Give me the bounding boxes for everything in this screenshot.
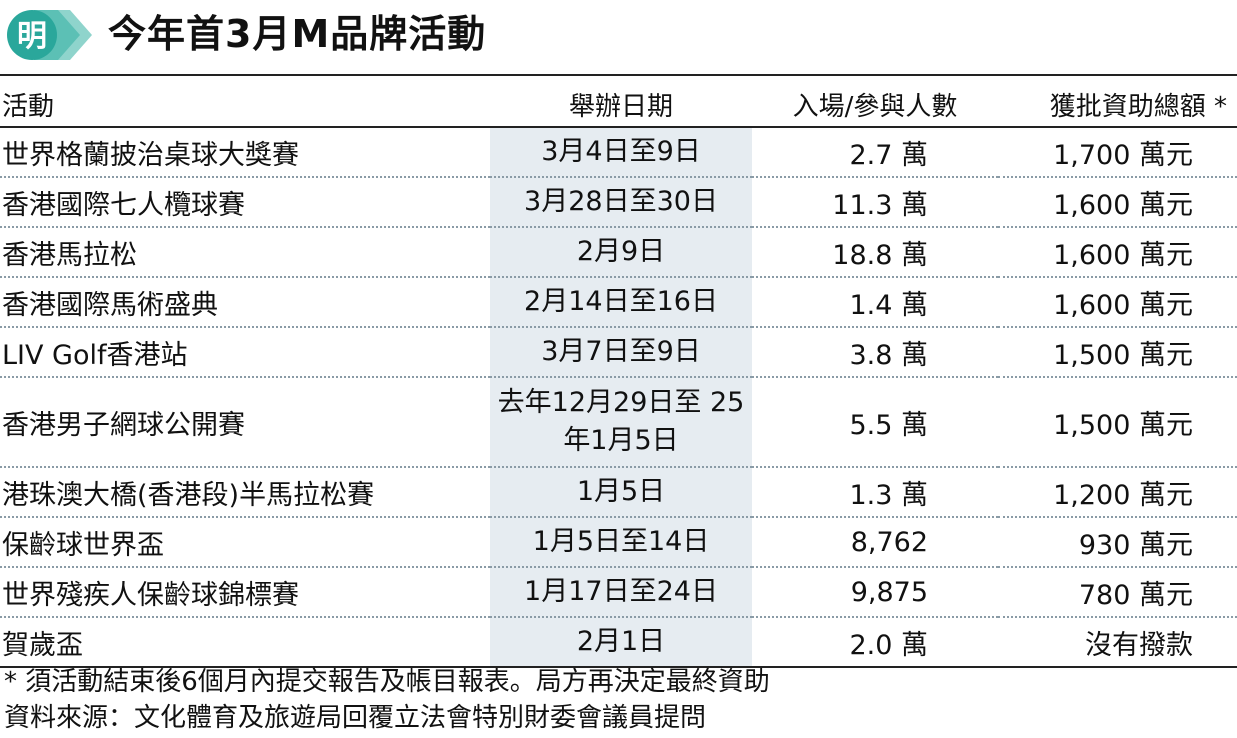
- event-name: 世界格蘭披治桌球大獎賽: [0, 127, 490, 178]
- event-attendance: 18.8 萬: [752, 227, 998, 278]
- event-attendance: 5.5 萬: [752, 377, 998, 468]
- event-date: 2月1日: [490, 617, 752, 668]
- event-name: 香港馬拉松: [0, 227, 490, 278]
- event-attendance: 1.3 萬: [752, 467, 998, 518]
- table-header-row: 活動 舉辦日期 入場/參與人數 獲批資助總額 *: [0, 82, 1237, 127]
- event-attendance: 9,875: [752, 567, 998, 618]
- event-funding: 930 萬元: [998, 517, 1237, 568]
- event-funding: 沒有撥款: [998, 617, 1237, 668]
- column-header-event: 活動: [2, 91, 55, 122]
- svg-text:明: 明: [17, 19, 47, 54]
- event-name: 世界殘疾人保齡球錦標賽: [0, 567, 490, 618]
- event-attendance: 1.4 萬: [752, 277, 998, 328]
- event-date: 1月5日: [490, 467, 752, 518]
- event-name: 香港國際馬術盛典: [0, 277, 490, 328]
- event-attendance: 2.7 萬: [752, 127, 998, 178]
- event-funding: 1,700 萬元: [998, 127, 1237, 178]
- event-name: 香港國際七人欖球賽: [0, 177, 490, 228]
- table-row: 香港國際七人欖球賽 3月28日至30日 11.3 萬 1,600 萬元: [0, 177, 1237, 228]
- event-name: 賀歲盃: [0, 617, 490, 668]
- event-funding: 1,500 萬元: [998, 377, 1237, 468]
- event-date: 1月17日至24日: [490, 567, 752, 618]
- header: 明 今年首3月M品牌活動: [0, 0, 1237, 72]
- event-funding: 1,600 萬元: [998, 177, 1237, 228]
- column-header-funding: 獲批資助總額 *: [1049, 91, 1227, 122]
- footnote: * 須活動結束後6個月內提交報告及帳目報表。局方再決定最終資助: [4, 667, 770, 697]
- event-attendance: 8,762: [752, 517, 998, 568]
- event-attendance: 11.3 萬: [752, 177, 998, 228]
- table-row: 香港國際馬術盛典 2月14日至16日 1.4 萬 1,600 萬元: [0, 277, 1237, 328]
- event-date: 2月9日: [490, 227, 752, 278]
- table-row: 香港馬拉松 2月9日 18.8 萬 1,600 萬元: [0, 227, 1237, 278]
- event-date: 1月5日至14日: [490, 517, 752, 568]
- event-attendance: 2.0 萬: [752, 617, 998, 668]
- event-name: LIV Golf香港站: [0, 327, 490, 378]
- event-funding: 1,500 萬元: [998, 327, 1237, 378]
- table-row: 保齡球世界盃 1月5日至14日 8,762 930 萬元: [0, 517, 1237, 568]
- page-title: 今年首3月M品牌活動: [108, 12, 487, 56]
- event-funding: 1,600 萬元: [998, 277, 1237, 328]
- event-funding: 780 萬元: [998, 567, 1237, 618]
- table-row: 香港男子網球公開賽 去年12月29日至 25年1月5日 5.5 萬 1,500 …: [0, 377, 1237, 468]
- event-name: 香港男子網球公開賽: [0, 377, 490, 468]
- column-header-date: 舉辦日期: [568, 91, 673, 122]
- event-attendance: 3.8 萬: [752, 327, 998, 378]
- event-name: 港珠澳大橋(香港段)半馬拉松賽: [0, 467, 490, 518]
- table-row: 賀歲盃 2月1日 2.0 萬 沒有撥款: [0, 617, 1237, 668]
- table-row: 港珠澳大橋(香港段)半馬拉松賽 1月5日 1.3 萬 1,200 萬元: [0, 467, 1237, 518]
- table-row: 世界格蘭披治桌球大獎賽 3月4日至9日 2.7 萬 1,700 萬元: [0, 127, 1237, 178]
- event-date: 2月14日至16日: [490, 277, 752, 328]
- event-date: 去年12月29日至 25年1月5日: [490, 377, 752, 468]
- event-funding: 1,200 萬元: [998, 467, 1237, 518]
- event-date: 3月28日至30日: [490, 177, 752, 228]
- event-funding: 1,600 萬元: [998, 227, 1237, 278]
- event-name: 保齡球世界盃: [0, 517, 490, 568]
- ming-pao-logo-icon: 明: [7, 10, 92, 60]
- table-row: 世界殘疾人保齡球錦標賽 1月17日至24日 9,875 780 萬元: [0, 567, 1237, 618]
- source-note: 資料來源：文化體育及旅遊局回覆立法會特別財委會議員提問: [4, 703, 707, 733]
- column-header-attendance: 入場/參與人數: [792, 91, 958, 122]
- table-row: LIV Golf香港站 3月7日至9日 3.8 萬 1,500 萬元: [0, 327, 1237, 378]
- notes: * 須活動結束後6個月內提交報告及帳目報表。局方再決定最終資助 資料來源：文化體…: [4, 664, 1234, 736]
- event-date: 3月4日至9日: [490, 127, 752, 178]
- title-divider: [0, 74, 1237, 76]
- events-table: 活動 舉辦日期 入場/參與人數 獲批資助總額 * 世界格蘭披治桌球大獎賽 3月4…: [0, 82, 1237, 668]
- event-date: 3月7日至9日: [490, 327, 752, 378]
